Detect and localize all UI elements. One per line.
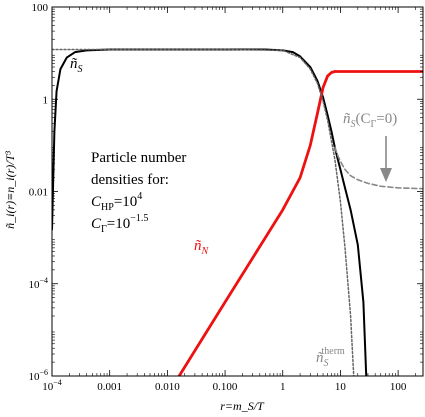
textbox-line4-exp: −1.5 xyxy=(130,213,148,224)
label-ns: ñS xyxy=(70,56,83,75)
textbox-line4-base: C xyxy=(91,216,102,232)
label-ns-sub: S xyxy=(78,64,83,75)
axis-labels: r=m_S/T ñ_i(r)≡n_i(r)/T³ xyxy=(3,151,265,413)
x-axis-label: r=m_S/T xyxy=(220,399,265,413)
x-tick-label: 0.001 xyxy=(97,381,122,393)
textbox-line3-eq: =10 xyxy=(114,194,137,210)
y-tick-label: 10−6 xyxy=(28,368,48,383)
y-tick-label: 10−4 xyxy=(28,276,48,291)
y-tick-label: 100 xyxy=(32,2,49,14)
textbox-line3-sub: HP xyxy=(101,202,114,213)
textbox-line1: Particle number xyxy=(91,150,186,166)
textbox: Particle number densities for: CHP=104 C… xyxy=(91,150,186,235)
label-therm-base: ñ xyxy=(316,350,324,366)
x-tick-label: 0.100 xyxy=(213,381,238,393)
y-axis-label: ñ_i(r)≡n_i(r)/T³ xyxy=(3,151,17,229)
label-nn: ñN xyxy=(194,238,210,257)
x-tick-label: 100 xyxy=(390,381,407,393)
label-ns-cg0-base: ñ xyxy=(343,111,351,127)
x-tick-label: 10−4 xyxy=(42,378,62,393)
series-line-3 xyxy=(52,48,355,376)
series-line-1 xyxy=(177,70,423,376)
label-therm: ñStherm xyxy=(316,346,345,369)
x-tick-label: 1 xyxy=(280,381,286,393)
label-ns-cg0-sub: S xyxy=(351,119,356,130)
textbox-line3-base: C xyxy=(91,194,102,210)
label-therm-sub: S xyxy=(324,358,329,369)
textbox-line3-exp: 4 xyxy=(137,191,142,202)
label-nn-base: ñ xyxy=(194,238,202,254)
label-ns-cg0-subg: Γ xyxy=(371,119,377,130)
label-ns-base: ñ xyxy=(70,56,78,72)
textbox-line4-sub: Γ xyxy=(101,224,107,235)
series-line-0 xyxy=(52,48,368,376)
label-ns-cg0-tail: =0) xyxy=(376,111,397,127)
textbox-line2: densities for: xyxy=(91,172,169,188)
annotations: ñS ñN ñS(CΓ=0) ñStherm Particle number d… xyxy=(70,56,397,369)
textbox-line4: CΓ=10−1.5 xyxy=(91,213,148,235)
annotation-arrow-head xyxy=(380,168,392,182)
textbox-line3: CHP=104 xyxy=(91,191,142,213)
x-tick-label: 10 xyxy=(335,381,347,393)
axes-layer: 10−4 0.001 0.010 0.100 1 10 10010−610−40.01110… xyxy=(28,2,424,393)
textbox-line4-eq: =10 xyxy=(107,216,130,232)
x-tick-label: 0.010 xyxy=(155,381,180,393)
label-therm-sup: therm xyxy=(322,346,346,357)
y-tick-label: 0.01 xyxy=(29,187,48,199)
series-layer xyxy=(52,48,423,376)
y-tick-label: 1 xyxy=(43,94,49,106)
label-nn-sub: N xyxy=(201,246,210,257)
label-ns-cg0-suffix: (C xyxy=(356,111,371,127)
series-line-2 xyxy=(334,146,423,190)
label-ns-cg0: ñS(CΓ=0) xyxy=(343,111,397,130)
